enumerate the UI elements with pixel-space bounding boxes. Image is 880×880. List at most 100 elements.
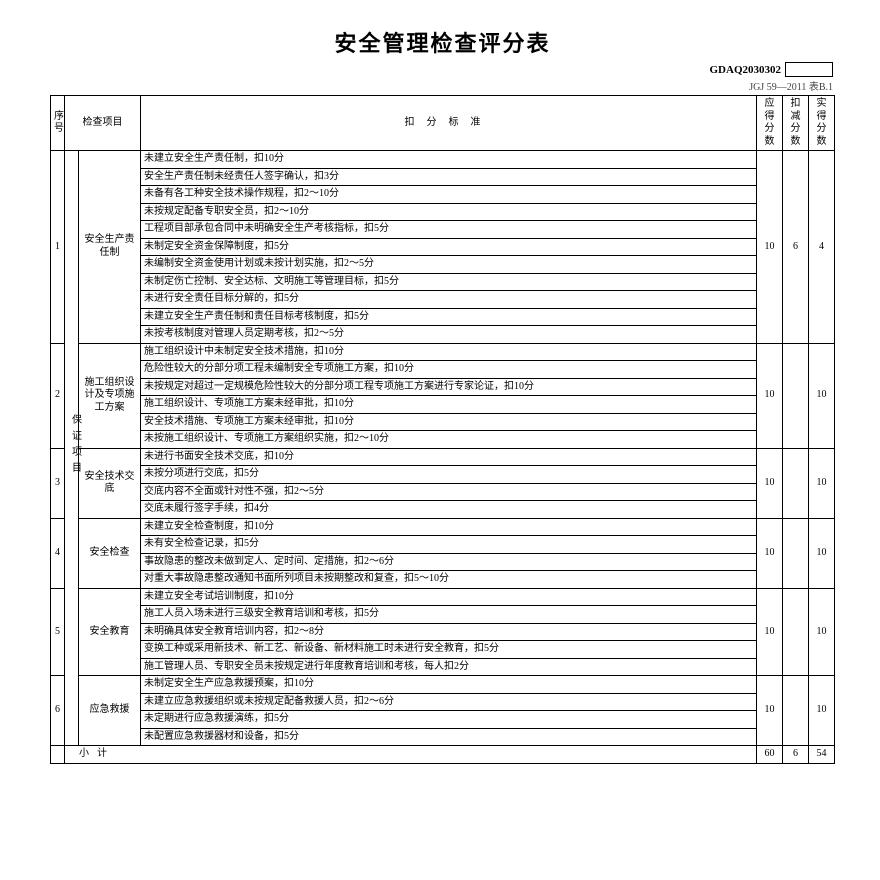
table-row: 6应急救援未制定安全生产应急救援预案，扣10分1010 xyxy=(51,676,835,694)
criterion-cell: 未按规定配备专职安全员，扣2～10分 xyxy=(141,203,757,221)
table-row: 未制定安全资金保障制度，扣5分 xyxy=(51,238,835,256)
table-row: 施工管理人员、专职安全员未按规定进行年度教育培训和考核，每人扣2分 xyxy=(51,658,835,676)
subtotal-deduct: 6 xyxy=(783,746,809,764)
should-cell: 10 xyxy=(757,448,783,518)
table-row: 3安全技术交底未进行书面安全技术交底，扣10分1010 xyxy=(51,448,835,466)
table-row: 未按分项进行交底，扣5分 xyxy=(51,466,835,484)
th-should: 应得分数 xyxy=(757,96,783,151)
table-row: 未按考核制度对管理人员定期考核，扣2～5分 xyxy=(51,326,835,344)
criterion-cell: 未建立安全生产责任制，扣10分 xyxy=(141,151,757,169)
actual-cell: 10 xyxy=(809,518,835,588)
criterion-cell: 未按考核制度对管理人员定期考核，扣2～5分 xyxy=(141,326,757,344)
table-row: 未制定伤亡控制、安全达标、文明施工等管理目标，扣5分 xyxy=(51,273,835,291)
should-cell: 10 xyxy=(757,343,783,448)
th-criteria: 扣分标准 xyxy=(141,96,757,151)
table-row: 施工组织设计、专项施工方案未经审批，扣10分 xyxy=(51,396,835,414)
page-title: 安全管理检查评分表 xyxy=(50,26,835,58)
criterion-cell: 安全生产责任制未经责任人签字确认，扣3分 xyxy=(141,168,757,186)
th-item: 检查项目 xyxy=(65,96,141,151)
subtotal-seq-blank xyxy=(51,746,65,764)
item-cell: 安全教育 xyxy=(79,588,141,676)
table-row: 施工人员入场未进行三级安全教育培训和考核，扣5分 xyxy=(51,606,835,624)
item-cell: 应急救援 xyxy=(79,676,141,746)
category-cell: 保证项目 xyxy=(65,151,79,746)
item-cell: 安全技术交底 xyxy=(79,448,141,518)
criterion-cell: 未明确具体安全教育培训内容，扣2～8分 xyxy=(141,623,757,641)
actual-cell: 4 xyxy=(809,151,835,344)
table-row: 变换工种或采用新技术、新工艺、新设备、新材料施工时未进行安全教育，扣5分 xyxy=(51,641,835,659)
criterion-cell: 未编制安全资金使用计划或未按计划实施，扣2～5分 xyxy=(141,256,757,274)
criterion-cell: 未进行书面安全技术交底，扣10分 xyxy=(141,448,757,466)
th-seq: 序号 xyxy=(51,96,65,151)
table-row: 交底未履行签字手续，扣4分 xyxy=(51,501,835,519)
criterion-cell: 施工组织设计中未制定安全技术措施，扣10分 xyxy=(141,343,757,361)
actual-cell: 10 xyxy=(809,676,835,746)
criterion-cell: 事故隐患的整改未做到定人、定时间、定措施，扣2～6分 xyxy=(141,553,757,571)
actual-cell: 10 xyxy=(809,588,835,676)
table-row: 未有安全检查记录，扣5分 xyxy=(51,536,835,554)
criterion-cell: 未进行安全责任目标分解的，扣5分 xyxy=(141,291,757,309)
table-row: 未配置应急救援器材和设备，扣5分 xyxy=(51,728,835,746)
table-row: 工程项目部承包合同中未明确安全生产考核指标，扣5分 xyxy=(51,221,835,239)
table-row: 未按施工组织设计、专项施工方案组织实施，扣2～10分 xyxy=(51,431,835,449)
table-row: 未建立安全生产责任制和责任目标考核制度，扣5分 xyxy=(51,308,835,326)
seq-cell: 5 xyxy=(51,588,65,676)
table-row: 交底内容不全面或针对性不强，扣2～5分 xyxy=(51,483,835,501)
table-row: 事故隐患的整改未做到定人、定时间、定措施，扣2～6分 xyxy=(51,553,835,571)
criterion-cell: 安全技术措施、专项施工方案未经审批，扣10分 xyxy=(141,413,757,431)
doc-code-box xyxy=(785,62,833,77)
criterion-cell: 未按规定对超过一定规模危险性较大的分部分项工程专项施工方案进行专家论证，扣10分 xyxy=(141,378,757,396)
table-row: 未按规定配备专职安全员，扣2～10分 xyxy=(51,203,835,221)
seq-cell: 6 xyxy=(51,676,65,746)
deduct-cell xyxy=(783,676,809,746)
deduct-cell xyxy=(783,448,809,518)
criterion-cell: 未按分项进行交底，扣5分 xyxy=(141,466,757,484)
th-deduct: 扣减分数 xyxy=(783,96,809,151)
table-header-row: 序号 检查项目 扣分标准 应得分数 扣减分数 实得分数 xyxy=(51,96,835,151)
table-row: 未编制安全资金使用计划或未按计划实施，扣2～5分 xyxy=(51,256,835,274)
item-cell: 安全检查 xyxy=(79,518,141,588)
criterion-cell: 未制定安全资金保障制度，扣5分 xyxy=(141,238,757,256)
deduct-cell: 6 xyxy=(783,151,809,344)
criterion-cell: 未建立安全生产责任制和责任目标考核制度，扣5分 xyxy=(141,308,757,326)
should-cell: 10 xyxy=(757,151,783,344)
table-row: 未按规定对超过一定规模危险性较大的分部分项工程专项施工方案进行专家论证，扣10分 xyxy=(51,378,835,396)
doc-code-row: GDAQ2030302 xyxy=(50,62,833,77)
subtotal-label: 小计 xyxy=(65,746,757,764)
score-table: 序号 检查项目 扣分标准 应得分数 扣减分数 实得分数 1保证项目 安全生产责任制… xyxy=(50,95,835,764)
criterion-cell: 交底内容不全面或针对性不强，扣2～5分 xyxy=(141,483,757,501)
table-row: 5安全教育未建立安全考试培训制度，扣10分1010 xyxy=(51,588,835,606)
actual-cell: 10 xyxy=(809,343,835,448)
deduct-cell xyxy=(783,588,809,676)
table-row: 未定期进行应急救援演练，扣5分 xyxy=(51,711,835,729)
seq-cell: 1 xyxy=(51,151,65,344)
criterion-cell: 施工管理人员、专职安全员未按规定进行年度教育培训和考核，每人扣2分 xyxy=(141,658,757,676)
table-row: 未备有各工种安全技术操作规程，扣2～10分 xyxy=(51,186,835,204)
criterion-cell: 未按施工组织设计、专项施工方案组织实施，扣2～10分 xyxy=(141,431,757,449)
table-row: 危险性较大的分部分项工程未编制安全专项施工方案，扣10分 xyxy=(51,361,835,379)
reference-row: JGJ 59—2011 表B.1 xyxy=(50,78,833,93)
criterion-cell: 未建立应急救援组织或未按规定配备救援人员，扣2～6分 xyxy=(141,693,757,711)
table-body: 1保证项目安全生产责任制未建立安全生产责任制，扣10分1064安全生产责任制未经… xyxy=(51,151,835,764)
criterion-cell: 未制定伤亡控制、安全达标、文明施工等管理目标，扣5分 xyxy=(141,273,757,291)
subtotal-row: 小计60654 xyxy=(51,746,835,764)
criterion-cell: 未配置应急救援器材和设备，扣5分 xyxy=(141,728,757,746)
seq-cell: 3 xyxy=(51,448,65,518)
table-row: 4安全检查未建立安全检查制度，扣10分1010 xyxy=(51,518,835,536)
criterion-cell: 未建立安全考试培训制度，扣10分 xyxy=(141,588,757,606)
item-cell: 施工组织设计及专项施工方案 xyxy=(79,343,141,448)
table-row: 安全生产责任制未经责任人签字确认，扣3分 xyxy=(51,168,835,186)
subtotal-should: 60 xyxy=(757,746,783,764)
table-row: 未进行安全责任目标分解的，扣5分 xyxy=(51,291,835,309)
should-cell: 10 xyxy=(757,518,783,588)
criterion-cell: 对重大事故隐患整改通知书面所列项目未按期整改和复查，扣5～10分 xyxy=(141,571,757,589)
criterion-cell: 危险性较大的分部分项工程未编制安全专项施工方案，扣10分 xyxy=(141,361,757,379)
table-row: 对重大事故隐患整改通知书面所列项目未按期整改和复查，扣5～10分 xyxy=(51,571,835,589)
criterion-cell: 未制定安全生产应急救援预案，扣10分 xyxy=(141,676,757,694)
deduct-cell xyxy=(783,518,809,588)
table-row: 安全技术措施、专项施工方案未经审批，扣10分 xyxy=(51,413,835,431)
criterion-cell: 施工人员入场未进行三级安全教育培训和考核，扣5分 xyxy=(141,606,757,624)
seq-cell: 2 xyxy=(51,343,65,448)
table-row: 未建立应急救援组织或未按规定配备救援人员，扣2～6分 xyxy=(51,693,835,711)
th-actual: 实得分数 xyxy=(809,96,835,151)
